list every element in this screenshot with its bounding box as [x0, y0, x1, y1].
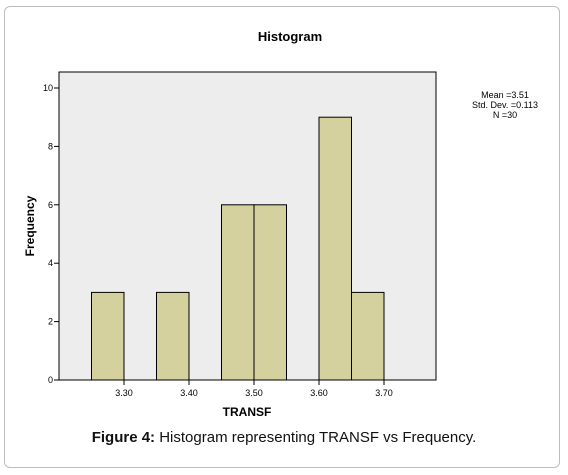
y-tick-label: 10	[43, 83, 53, 93]
caption-prefix: Figure 4:	[91, 429, 156, 446]
histogram-bar	[351, 291, 385, 381]
histogram-bar	[91, 291, 125, 381]
histogram-bar	[221, 204, 255, 381]
y-tick-label: 8	[48, 141, 53, 151]
stats-std-dev: Std. Dev. =0.113	[472, 100, 538, 110]
caption-text: Histogram representing TRANSF vs Frequen…	[155, 429, 477, 446]
y-tick-label: 0	[48, 375, 53, 385]
x-tick-label: 3.30	[115, 388, 133, 398]
x-tick-label: 3.50	[245, 388, 263, 398]
y-tick-label: 6	[48, 200, 53, 210]
histogram-bar	[253, 204, 287, 381]
stats-box: Mean =3.51 Std. Dev. =0.113 N =30	[460, 90, 550, 120]
histogram-bar	[156, 291, 190, 381]
y-axis-label: Frequency	[23, 195, 37, 256]
stats-mean: Mean =3.51	[481, 90, 529, 100]
stats-n: N =30	[492, 110, 518, 120]
x-tick-label: 3.60	[310, 388, 328, 398]
histogram-bar	[318, 116, 352, 381]
y-tick-label: 2	[48, 317, 53, 327]
x-tick-label: 3.70	[375, 388, 393, 398]
figure-caption: Figure 4: Histogram representing TRANSF …	[0, 429, 568, 446]
x-tick-label: 3.40	[180, 388, 198, 398]
x-axis-label: TRANSF	[223, 405, 272, 419]
bars-group	[91, 116, 385, 381]
y-axis: 0 2 4 6 8 10	[43, 83, 59, 385]
x-axis: 3.30 3.40 3.50 3.60 3.70	[115, 380, 393, 398]
chart-title: Histogram	[258, 29, 322, 44]
y-tick-label: 4	[48, 258, 53, 268]
